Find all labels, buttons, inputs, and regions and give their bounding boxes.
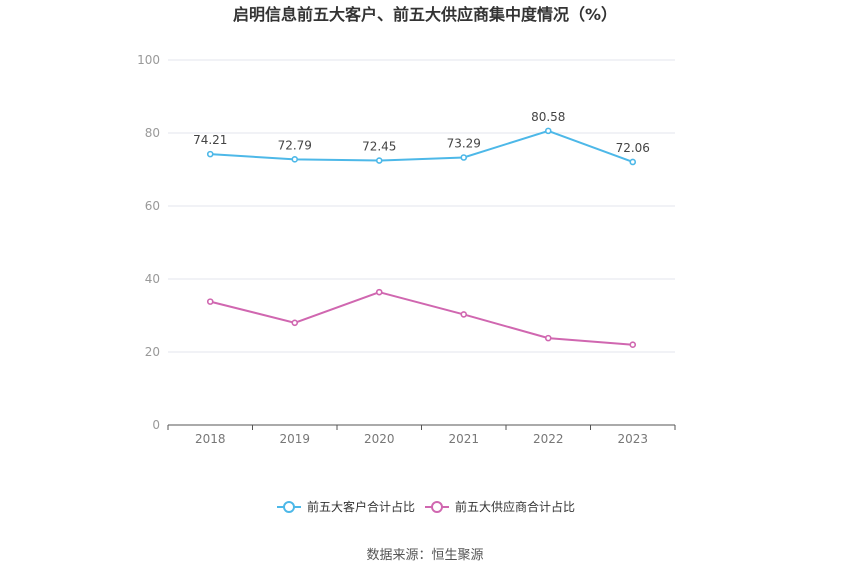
data-label: 72.79 bbox=[278, 138, 312, 152]
y-axis: 0 20 40 60 80 100 bbox=[137, 53, 160, 432]
legend-item-2[interactable]: 前五大供应商合计占比 bbox=[425, 499, 575, 514]
data-point[interactable] bbox=[375, 157, 383, 164]
data-point[interactable] bbox=[544, 127, 552, 135]
series-line-1 bbox=[210, 129, 634, 163]
legend-label: 前五大供应商合计占比 bbox=[455, 499, 575, 514]
legend-item-1[interactable]: 前五大客户合计占比 bbox=[277, 499, 415, 514]
y-tick-label: 40 bbox=[145, 272, 160, 286]
data-point[interactable] bbox=[629, 341, 637, 349]
data-label: 73.29 bbox=[447, 136, 481, 150]
x-tick-label: 2020 bbox=[364, 432, 395, 446]
legend[interactable]: 前五大客户合计占比 前五大供应商合计占比 bbox=[277, 499, 575, 514]
data-label: 72.06 bbox=[616, 141, 650, 155]
x-tick-label: 2019 bbox=[279, 432, 310, 446]
chart-title: 启明信息前五大客户、前五大供应商集中度情况（%） bbox=[233, 5, 617, 24]
data-point[interactable] bbox=[629, 158, 637, 166]
y-tick-label: 0 bbox=[152, 418, 160, 432]
series-group: 74.21 72.79 72.45 73.29 80.58 72.06 bbox=[193, 110, 650, 349]
legend-marker bbox=[431, 501, 443, 513]
source-note: 数据来源：恒生聚源 bbox=[366, 548, 483, 563]
data-point[interactable] bbox=[291, 156, 299, 163]
series-line-2 bbox=[210, 291, 633, 346]
legend-label: 前五大客户合计占比 bbox=[307, 499, 415, 514]
data-point[interactable] bbox=[206, 298, 214, 305]
data-point[interactable] bbox=[375, 288, 383, 296]
y-tick-label: 80 bbox=[145, 126, 160, 140]
data-point[interactable] bbox=[460, 311, 468, 318]
data-label: 80.58 bbox=[531, 110, 565, 124]
gridlines bbox=[168, 59, 675, 353]
data-label: 72.45 bbox=[362, 140, 396, 154]
y-tick-label: 20 bbox=[145, 345, 160, 359]
x-tick-label: 2021 bbox=[448, 432, 479, 446]
data-point[interactable] bbox=[460, 154, 468, 161]
y-tick-label: 60 bbox=[145, 199, 160, 213]
data-label: 74.21 bbox=[193, 133, 227, 147]
y-tick-label: 100 bbox=[137, 53, 160, 67]
x-tick-label: 2018 bbox=[195, 432, 226, 446]
x-tick-label: 2023 bbox=[617, 432, 648, 446]
data-point[interactable] bbox=[544, 334, 552, 342]
x-axis: 2018 2019 2020 2021 2022 2023 bbox=[167, 424, 676, 446]
data-point[interactable] bbox=[291, 319, 299, 327]
data-point[interactable] bbox=[206, 150, 214, 158]
x-tick-label: 2022 bbox=[533, 432, 564, 446]
legend-marker bbox=[283, 501, 295, 513]
